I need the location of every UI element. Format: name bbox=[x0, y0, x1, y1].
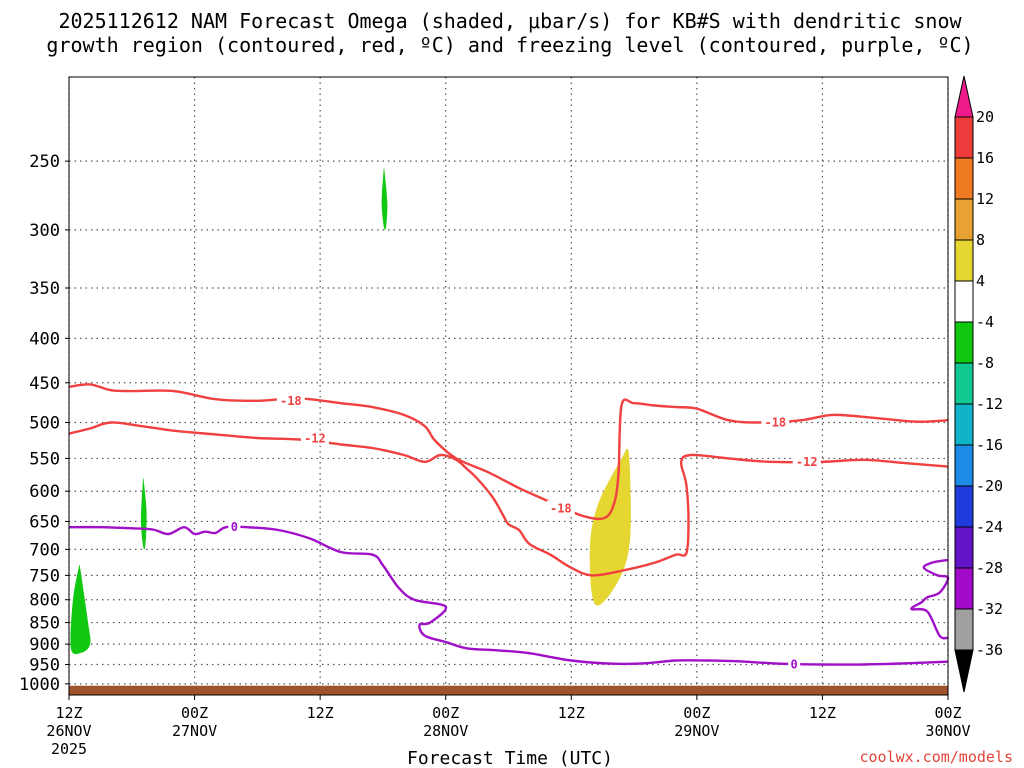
contour-label-bg bbox=[300, 430, 329, 446]
contour-label: -12 bbox=[796, 455, 818, 469]
contour-label: -18 bbox=[550, 501, 572, 515]
colorbar-bottom-arrow bbox=[954, 649, 974, 693]
x-tick-label: 12Z bbox=[55, 704, 82, 722]
colorbar-label: -8 bbox=[976, 354, 994, 372]
x-tick-label: 12Z bbox=[307, 704, 334, 722]
y-tick-label: 450 bbox=[29, 374, 60, 394]
colorbar-segment bbox=[954, 116, 974, 159]
contour-label: -18 bbox=[764, 415, 786, 429]
chart-title-line-1: 2025112612 NAM Forecast Omega (shaded, μ… bbox=[58, 9, 962, 33]
x-axis-label: Forecast Time (UTC) bbox=[407, 748, 613, 768]
contour-line bbox=[910, 558, 950, 640]
y-tick-label: 700 bbox=[29, 540, 60, 560]
colorbar-label: 12 bbox=[976, 190, 994, 208]
contour-labels: -18 -12 -18 -18 -12 0 0 bbox=[228, 392, 821, 672]
contour-label-bg bbox=[546, 500, 575, 516]
x-tick-label: 00Z bbox=[181, 704, 208, 722]
x-tick-label: 2025 bbox=[51, 740, 87, 758]
colorbar-label: -28 bbox=[976, 559, 1003, 577]
colorbar-segment bbox=[954, 239, 974, 282]
y-tick-label: 950 bbox=[29, 656, 60, 676]
colorbar-segment bbox=[954, 485, 974, 528]
y-tick-label: 850 bbox=[29, 614, 60, 634]
colorbar-segment bbox=[954, 608, 974, 651]
y-tick-label: 1000 bbox=[19, 675, 60, 695]
contour-label: 0 bbox=[231, 520, 238, 534]
colorbar-label: -32 bbox=[976, 600, 1003, 618]
colorbar-label: -12 bbox=[976, 395, 1003, 413]
y-tick-label: 750 bbox=[29, 566, 60, 586]
colorbar-segment bbox=[954, 567, 974, 610]
colorbar-segment bbox=[954, 157, 974, 200]
plot-frame bbox=[68, 76, 949, 696]
chart-title-line-2: growth region (contoured, red, ºC) and f… bbox=[46, 33, 973, 57]
colorbar-label: 16 bbox=[976, 149, 994, 167]
contour-label-bg bbox=[792, 453, 821, 469]
omega-region bbox=[70, 565, 91, 655]
colorbar-label: 8 bbox=[976, 231, 985, 249]
omega-region bbox=[140, 478, 147, 550]
x-tick-label: 27NOV bbox=[172, 722, 217, 740]
y-tick-label: 650 bbox=[29, 512, 60, 532]
colorbar-segment bbox=[954, 403, 974, 446]
colorbar-label: 20 bbox=[976, 108, 994, 126]
x-tick-label: 00Z bbox=[683, 704, 710, 722]
x-tick-label: 29NOV bbox=[674, 722, 719, 740]
contour-line bbox=[68, 525, 949, 666]
contour-label-bg bbox=[788, 656, 801, 672]
y-tick-label: 600 bbox=[29, 482, 60, 502]
x-tick-label: 00Z bbox=[432, 704, 459, 722]
colorbar-segment bbox=[954, 198, 974, 241]
y-tick-label: 350 bbox=[29, 279, 60, 299]
y-tick-label: 900 bbox=[29, 635, 60, 655]
contour-lines bbox=[68, 383, 950, 666]
colorbar-segment bbox=[954, 444, 974, 487]
y-axis-ticks: 2503003504004505005506006507007508008509… bbox=[19, 152, 69, 695]
contour-label: -12 bbox=[304, 432, 326, 446]
contour-label-bg bbox=[761, 414, 790, 430]
x-tick-label: 12Z bbox=[809, 704, 836, 722]
x-tick-label: 30NOV bbox=[925, 722, 970, 740]
colorbar-label: -20 bbox=[976, 477, 1003, 495]
colorbar: 20 16 12 8 4 -4 -8 -12 -16 -20 -24 -28 -32 -36 bbox=[954, 75, 1003, 693]
colorbar-segment bbox=[954, 362, 974, 405]
omega-shading bbox=[70, 168, 631, 655]
y-tick-label: 800 bbox=[29, 591, 60, 611]
y-tick-label: 550 bbox=[29, 449, 60, 469]
x-tick-label: 26NOV bbox=[46, 722, 91, 740]
colorbar-label: -16 bbox=[976, 436, 1003, 454]
x-tick-label: 28NOV bbox=[423, 722, 468, 740]
y-tick-label: 400 bbox=[29, 329, 60, 349]
colorbar-segment bbox=[954, 526, 974, 569]
y-tick-label: 250 bbox=[29, 152, 60, 172]
colorbar-label: 4 bbox=[976, 272, 985, 290]
omega-region bbox=[589, 448, 631, 606]
omega-region bbox=[381, 168, 388, 231]
contour-label-bg bbox=[276, 392, 305, 408]
colorbar-label: -4 bbox=[976, 313, 994, 331]
x-tick-label: 12Z bbox=[558, 704, 585, 722]
contour-line bbox=[68, 421, 949, 577]
y-tick-label: 500 bbox=[29, 413, 60, 433]
contour-label: 0 bbox=[791, 658, 798, 672]
site-credit: coolwx.com/models bbox=[859, 748, 1013, 766]
colorbar-label: -24 bbox=[976, 518, 1003, 536]
contour-label: -18 bbox=[280, 394, 302, 408]
terrain-surface bbox=[69, 685, 948, 695]
colorbar-label: -36 bbox=[976, 641, 1003, 659]
colorbar-segment bbox=[954, 321, 974, 364]
y-tick-label: 300 bbox=[29, 221, 60, 241]
colorbar-segment bbox=[954, 280, 974, 323]
terrain-surface-fill bbox=[69, 685, 948, 695]
plot-area: -18 -12 -18 -18 -12 0 0 bbox=[68, 76, 950, 696]
x-tick-label: 00Z bbox=[934, 704, 961, 722]
contour-label-bg bbox=[228, 519, 241, 535]
